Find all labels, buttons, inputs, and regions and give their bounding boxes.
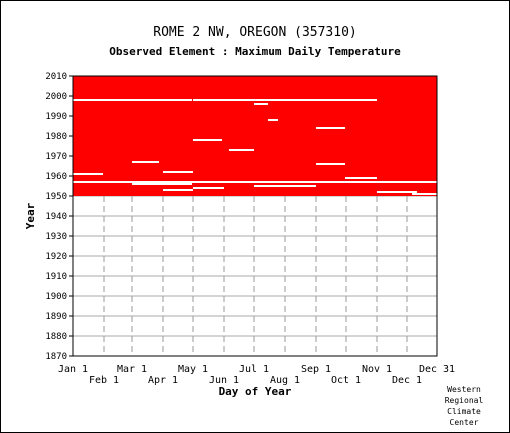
y-tick-label: 1870 [45,352,67,362]
missing-data-gap [163,171,193,173]
x-tick-label: Jan 1 [58,364,88,375]
y-tick-label: 1900 [45,292,67,302]
missing-data-gap [345,177,377,179]
attribution-line: Western [447,385,481,394]
missing-data-gap [73,99,192,101]
x-tick-label: Sep 1 [301,364,331,375]
missing-data-gap [254,185,316,187]
chart-subtitle: Observed Element : Maximum Daily Tempera… [109,45,401,58]
x-tick-label: Dec 31 [419,364,455,375]
missing-data-gap [132,161,159,163]
x-tick-label: Feb 1 [89,375,119,386]
y-tick-label: 1980 [45,132,67,142]
attribution-line: Climate [447,407,481,416]
missing-data-gap [229,149,254,151]
missing-data-gap [193,139,222,141]
missing-data-gap [73,173,103,175]
y-tick-label: 1970 [45,152,67,162]
x-tick-label: Dec 1 [392,375,422,386]
missing-data-gap [316,127,345,129]
y-tick-label: 1910 [45,272,67,282]
x-tick-label: Jun 1 [209,375,239,386]
y-tick-label: 1890 [45,312,67,322]
x-tick-label: Nov 1 [362,364,392,375]
x-tick-label: Oct 1 [331,375,361,386]
missing-data-gap [307,99,377,101]
y-axis-label: Year [24,202,37,229]
x-axis-label: Day of Year [219,385,292,398]
missing-data-gap [254,103,268,105]
missing-data-gap [412,193,437,195]
y-tick-label: 1950 [45,192,67,202]
x-tick-label: Mar 1 [117,364,147,375]
missing-data-gap [73,181,437,183]
missing-data-gap [193,99,307,101]
x-tick-label: Aug 1 [270,375,300,386]
chart-title: ROME 2 NW, OREGON (357310) [153,25,357,40]
y-tick-label: 1990 [45,112,67,122]
x-tick-label: Jul 1 [239,364,269,375]
y-tick-label: 1930 [45,232,67,242]
y-tick-label: 1920 [45,252,67,262]
y-tick-label: 1960 [45,172,67,182]
y-tick-label: 1880 [45,332,67,342]
missing-data-gap [132,183,192,185]
y-tick-label: 2000 [45,92,67,102]
data-coverage-band [73,76,437,196]
y-tick-label: 2010 [45,72,67,82]
attribution: Western Regional Climate Center [429,384,499,428]
attribution-line: Center [449,418,479,427]
missing-data-gap [268,119,278,121]
x-tick-label: May 1 [178,364,208,375]
missing-data-gap [316,163,345,165]
attribution-line: Regional [444,396,484,405]
missing-data-gap [377,191,417,193]
missing-data-gap [193,187,224,189]
y-tick-label: 1940 [45,212,67,222]
missing-data-gap [163,189,193,191]
x-tick-label: Apr 1 [148,375,178,386]
